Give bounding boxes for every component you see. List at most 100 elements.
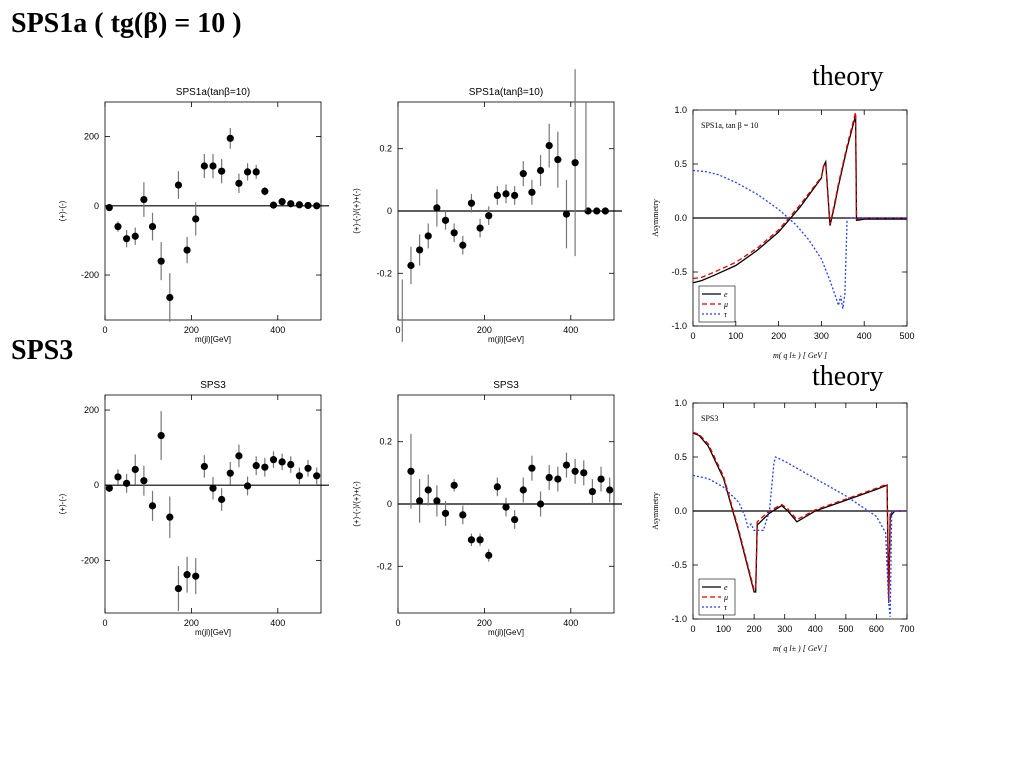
data-point bbox=[476, 224, 484, 232]
legend-label: μ bbox=[723, 593, 728, 602]
theory-label-top: theory bbox=[812, 61, 884, 92]
data-point bbox=[519, 486, 527, 494]
sps1a-heading: SPS1a ( tg(β) = 10 ) bbox=[11, 8, 242, 39]
data-point bbox=[511, 191, 519, 200]
data-point bbox=[278, 458, 286, 466]
data-point bbox=[571, 467, 579, 475]
y-tick-label: 0.5 bbox=[674, 159, 687, 169]
y-tick-label: -0.2 bbox=[376, 268, 392, 278]
y-tick-label: 1.0 bbox=[674, 398, 687, 408]
data-point bbox=[295, 201, 303, 209]
legend-label: τ bbox=[724, 310, 728, 319]
y-tick-label: -200 bbox=[81, 555, 99, 565]
data-point bbox=[209, 484, 217, 492]
data-point bbox=[441, 216, 450, 224]
sps3-normalized-asymmetry-chart: SPS3 0 200 400 -0.2 0 0.2 m(jl)[GeV] (+)-(-)/(+)… bbox=[352, 380, 622, 637]
data-point bbox=[226, 469, 234, 477]
data-point bbox=[183, 571, 191, 579]
x-tick-label: 500 bbox=[899, 331, 914, 341]
x-axis-label: m(jl)[GeV] bbox=[488, 335, 524, 344]
data-point bbox=[235, 452, 243, 460]
data-point bbox=[261, 187, 269, 195]
chart-title: SPS3 bbox=[200, 380, 226, 391]
data-point bbox=[226, 134, 234, 142]
data-point bbox=[450, 481, 458, 489]
data-point bbox=[407, 467, 415, 475]
x-tick-label: 400 bbox=[270, 325, 285, 335]
data-point bbox=[467, 199, 476, 207]
data-point bbox=[278, 198, 286, 206]
data-point bbox=[528, 188, 536, 196]
data-point bbox=[536, 500, 545, 508]
data-point bbox=[287, 200, 295, 208]
x-tick-label: 400 bbox=[857, 331, 872, 341]
data-point bbox=[601, 207, 609, 215]
x-tick-label: 200 bbox=[771, 331, 786, 341]
chart-annotation: SPS1a, tan β = 10 bbox=[701, 121, 758, 130]
series-line-tau bbox=[692, 169, 907, 309]
data-point bbox=[416, 246, 424, 254]
data-point bbox=[269, 201, 278, 209]
y-axis-label: (+)-(-)/(+)+(-) bbox=[352, 481, 361, 527]
data-point bbox=[200, 162, 208, 170]
data-point bbox=[502, 503, 510, 511]
data-point bbox=[407, 261, 415, 270]
data-point bbox=[519, 170, 527, 178]
data-point bbox=[424, 486, 432, 494]
series-line-mu bbox=[692, 112, 907, 280]
y-axis-label: (+)-(-) bbox=[58, 493, 67, 514]
data-point bbox=[131, 232, 139, 240]
legend-label: e bbox=[724, 583, 728, 592]
data-point bbox=[597, 475, 605, 483]
data-point bbox=[148, 222, 157, 231]
data-point bbox=[313, 202, 321, 210]
x-tick-label: 300 bbox=[777, 624, 792, 634]
x-tick-label: 200 bbox=[747, 624, 762, 634]
x-tick-label: 200 bbox=[477, 618, 492, 628]
x-tick-label: 100 bbox=[728, 331, 743, 341]
data-point bbox=[433, 204, 441, 212]
x-axis-label: m(jl)[GeV] bbox=[195, 335, 231, 344]
y-tick-label: 0 bbox=[387, 499, 392, 509]
data-point bbox=[174, 584, 183, 593]
data-point bbox=[192, 215, 200, 223]
data-point bbox=[218, 495, 226, 504]
y-tick-label: 0.2 bbox=[379, 437, 392, 447]
data-point bbox=[174, 181, 183, 189]
y-tick-label: -1.0 bbox=[671, 321, 687, 331]
data-point bbox=[493, 483, 501, 491]
x-tick-label: 200 bbox=[477, 325, 492, 335]
data-point bbox=[536, 166, 545, 175]
data-point bbox=[493, 191, 501, 200]
x-tick-label: 700 bbox=[899, 624, 914, 634]
series-line-mu bbox=[692, 431, 907, 601]
y-tick-label: 0.5 bbox=[674, 452, 687, 462]
data-point bbox=[140, 477, 148, 485]
data-point bbox=[450, 229, 458, 237]
x-tick-label: 0 bbox=[102, 325, 107, 335]
data-point bbox=[261, 463, 269, 471]
data-point bbox=[459, 241, 467, 249]
data-point bbox=[252, 462, 260, 470]
data-point bbox=[123, 235, 131, 243]
y-tick-label: 0 bbox=[94, 480, 99, 490]
data-point bbox=[105, 484, 113, 492]
data-point bbox=[304, 464, 312, 472]
data-point bbox=[166, 293, 174, 302]
plot-frame bbox=[104, 394, 322, 614]
x-tick-label: 0 bbox=[395, 618, 400, 628]
x-axis-label: m( q l± ) [ GeV ] bbox=[773, 351, 827, 360]
data-point bbox=[157, 431, 165, 440]
data-point bbox=[545, 473, 553, 482]
data-point bbox=[192, 572, 200, 580]
y-axis-label: (+)-(-) bbox=[58, 200, 67, 221]
data-point bbox=[140, 195, 148, 204]
data-point bbox=[571, 159, 579, 167]
data-point bbox=[200, 462, 208, 471]
y-tick-label: 1.0 bbox=[674, 105, 687, 115]
data-point bbox=[433, 497, 441, 505]
data-point bbox=[114, 222, 122, 231]
x-tick-label: 400 bbox=[270, 618, 285, 628]
x-tick-label: 200 bbox=[184, 325, 199, 335]
x-tick-label: 400 bbox=[563, 325, 578, 335]
